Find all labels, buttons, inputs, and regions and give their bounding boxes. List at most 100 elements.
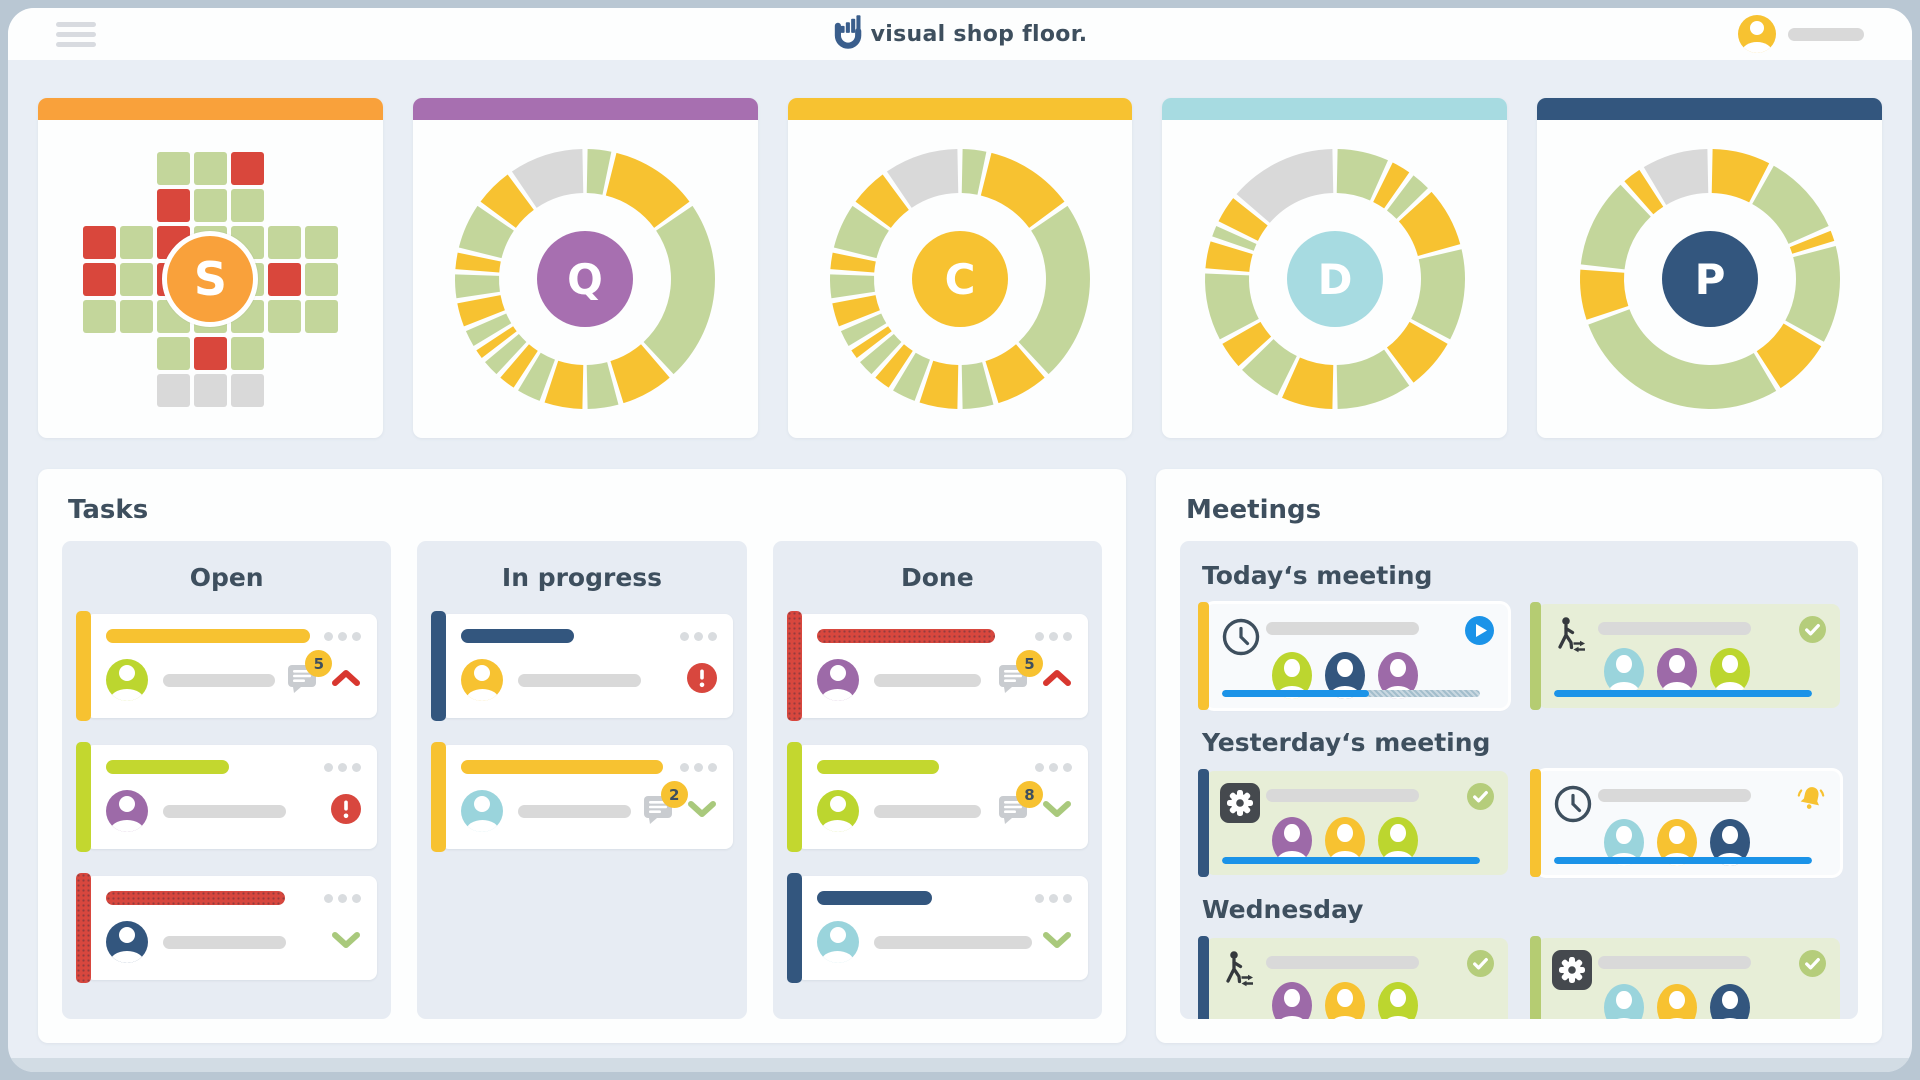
task-card[interactable] [786, 873, 1088, 983]
meeting-type-icon [1552, 950, 1594, 990]
priority-up-button[interactable] [1042, 668, 1072, 692]
metric-card-header [412, 98, 758, 120]
app-window: visual shop floor. S Q C D P Tasks Open 5 In p… [8, 8, 1912, 1072]
task-title-placeholder [461, 760, 664, 774]
check-icon [1467, 950, 1494, 977]
card-menu-button[interactable] [1034, 631, 1072, 641]
card-menu-button[interactable] [324, 631, 362, 641]
task-card[interactable]: 8 [786, 742, 1088, 852]
task-meta-placeholder [873, 804, 981, 818]
meeting-progress-bar [1222, 857, 1480, 864]
task-card[interactable]: 5 [76, 611, 378, 721]
grid-cell [120, 189, 153, 222]
task-accent-bar [76, 611, 91, 721]
card-menu-button[interactable] [679, 762, 717, 772]
meeting-type-icon [1552, 783, 1594, 825]
play-button[interactable] [1465, 616, 1494, 649]
task-card[interactable] [76, 742, 378, 852]
comments-indicator[interactable]: 2 [641, 781, 688, 829]
meeting-accent-bar [1530, 602, 1541, 710]
hamburger-menu-button[interactable] [56, 21, 96, 47]
clock-icon [1222, 618, 1260, 656]
chevron-down-icon [1042, 801, 1071, 817]
priority-down-button[interactable] [331, 930, 361, 954]
comments-indicator[interactable]: 5 [996, 650, 1043, 698]
metric-card-body: Q [413, 120, 758, 438]
metric-card-D[interactable]: D [1162, 98, 1508, 438]
participant-avatar [1604, 648, 1644, 695]
card-menu-button[interactable] [679, 631, 717, 641]
metric-card-Q[interactable]: Q [412, 98, 758, 438]
grid-cell [267, 262, 301, 296]
play-button [1465, 616, 1494, 645]
metric-card-S[interactable]: S [38, 98, 383, 438]
comment-count-badge: 8 [1015, 781, 1043, 808]
assignee-avatar [106, 921, 148, 963]
priority-down-button[interactable] [1042, 799, 1072, 823]
task-card[interactable]: 5 [786, 611, 1088, 721]
comments-indicator[interactable]: 5 [285, 650, 333, 698]
card-menu-button[interactable] [324, 893, 362, 903]
meeting-card[interactable] [1198, 936, 1508, 1019]
chevron-down-icon [1042, 932, 1071, 948]
grid-cell [304, 299, 338, 333]
meeting-card[interactable] [1530, 769, 1840, 877]
grid-cell [156, 373, 190, 407]
meeting-card[interactable] [1198, 769, 1508, 877]
walk-icon [1226, 951, 1253, 987]
task-meta-placeholder [163, 673, 276, 687]
task-title-placeholder [461, 629, 574, 643]
metric-card-body: P [1537, 120, 1882, 438]
grid-cell [83, 152, 116, 185]
metric-card-C[interactable]: C [787, 98, 1133, 438]
alert-icon [686, 663, 717, 693]
participant-avatar [1710, 648, 1750, 695]
priority-down-button[interactable] [1042, 930, 1072, 954]
svg-text:C: C [945, 255, 976, 304]
meeting-title-placeholder [1598, 622, 1752, 635]
grid-cell [193, 151, 227, 185]
gear-icon [1552, 950, 1592, 990]
priority-up-button[interactable] [331, 668, 361, 692]
meeting-section: Wednesday [1198, 895, 1840, 1019]
meeting-accent-bar [1198, 602, 1209, 710]
user-avatar [1738, 15, 1776, 53]
task-card[interactable] [431, 611, 733, 721]
meeting-card[interactable] [1530, 936, 1840, 1019]
task-column-header: In progress [501, 563, 663, 592]
check-icon [1799, 616, 1826, 643]
meeting-section: Today‘s meeting [1198, 561, 1840, 710]
card-menu-button[interactable] [324, 762, 362, 772]
metric-card-body: D [1162, 120, 1507, 438]
priority-down-button[interactable] [687, 799, 717, 823]
card-menu-button[interactable] [1034, 762, 1072, 772]
grid-cell [83, 374, 116, 407]
svg-text:Q: Q [567, 255, 603, 304]
metric-card-P[interactable]: P [1537, 98, 1882, 438]
grid-cell [119, 299, 153, 333]
meeting-progress-bar [1554, 690, 1812, 697]
grid-cell [304, 262, 338, 296]
comment-count-badge: 5 [305, 650, 333, 677]
meeting-type-icon [1552, 616, 1594, 654]
meeting-card[interactable] [1530, 602, 1840, 710]
meeting-accent-bar [1198, 769, 1209, 877]
task-column-in-progress: In progress 2 [417, 541, 747, 1019]
task-card[interactable]: 2 [431, 742, 733, 852]
check-icon [1799, 950, 1826, 977]
card-menu-button[interactable] [1034, 893, 1072, 903]
task-meta-placeholder [518, 673, 641, 687]
meeting-title-placeholder [1598, 789, 1752, 802]
meeting-card[interactable] [1198, 602, 1508, 710]
grid-cell [156, 151, 190, 185]
tasks-title: Tasks [68, 495, 149, 525]
meeting-type-icon [1220, 950, 1262, 988]
grid-cell [230, 151, 264, 185]
task-card[interactable] [76, 873, 378, 983]
user-chip[interactable] [1738, 15, 1864, 53]
comments-indicator[interactable]: 8 [996, 781, 1043, 829]
walk-icon [1558, 617, 1585, 653]
participant-avatar [1604, 984, 1644, 1019]
assignee-avatar [816, 659, 859, 701]
donut-chart: P [1579, 149, 1840, 409]
